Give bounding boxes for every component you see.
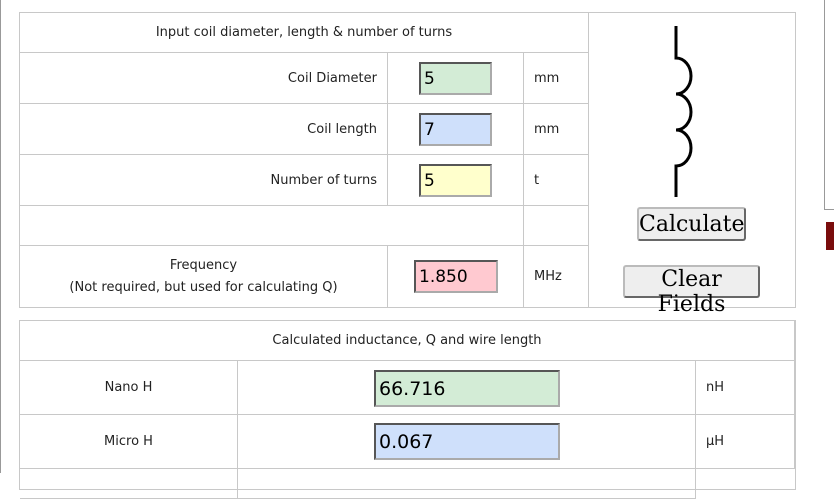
side-red-block <box>826 222 834 250</box>
row-label: Number of turns <box>20 155 388 206</box>
coil-length-input[interactable] <box>419 113 492 146</box>
unit: nH <box>696 361 795 415</box>
image-cell <box>589 13 795 307</box>
empty-cell <box>524 206 589 246</box>
turns-input[interactable] <box>419 164 492 197</box>
frequency-label: Frequency (Not required, but used for ca… <box>20 246 388 307</box>
nano-h-output[interactable] <box>374 370 560 407</box>
input-table: Input coil diameter, length & number of … <box>19 12 796 308</box>
clear-fields-button[interactable]: Clear Fields <box>623 265 760 317</box>
row-label: Coil Diameter <box>20 53 388 104</box>
unit: mm <box>524 104 589 155</box>
input-cell <box>388 53 524 104</box>
coil-diameter-input[interactable] <box>419 62 492 95</box>
left-border <box>0 0 1 473</box>
row-label: Micro H <box>20 415 238 469</box>
empty-cell <box>20 206 524 246</box>
input-cell <box>388 104 524 155</box>
calculate-button[interactable]: Calculate <box>637 207 746 241</box>
input-cell <box>238 415 696 469</box>
side-panel-edge-bottom <box>824 209 834 210</box>
input-cell <box>388 155 524 206</box>
frequency-title: Frequency <box>169 257 238 273</box>
input-cell <box>238 361 696 415</box>
unit: mm <box>524 53 589 104</box>
empty-cell <box>238 469 696 499</box>
table-header: Calculated inductance, Q and wire length <box>20 321 795 361</box>
side-panel-edge <box>824 0 825 210</box>
frequency-input[interactable] <box>414 260 498 293</box>
unit: t <box>524 155 589 206</box>
empty-cell <box>20 469 238 499</box>
row-label: Nano H <box>20 361 238 415</box>
coil-symbol <box>674 26 693 197</box>
frequency-note: (Not required, but used for calculating … <box>69 279 338 295</box>
results-table: Calculated inductance, Q and wire length… <box>19 320 796 499</box>
table-header: Input coil diameter, length & number of … <box>20 13 589 53</box>
unit: MHz <box>524 246 589 307</box>
inductor-drawing <box>674 26 693 197</box>
micro-h-output[interactable] <box>374 423 560 460</box>
input-cell <box>388 246 524 307</box>
row-label: Coil length <box>20 104 388 155</box>
unit: µH <box>696 415 795 469</box>
